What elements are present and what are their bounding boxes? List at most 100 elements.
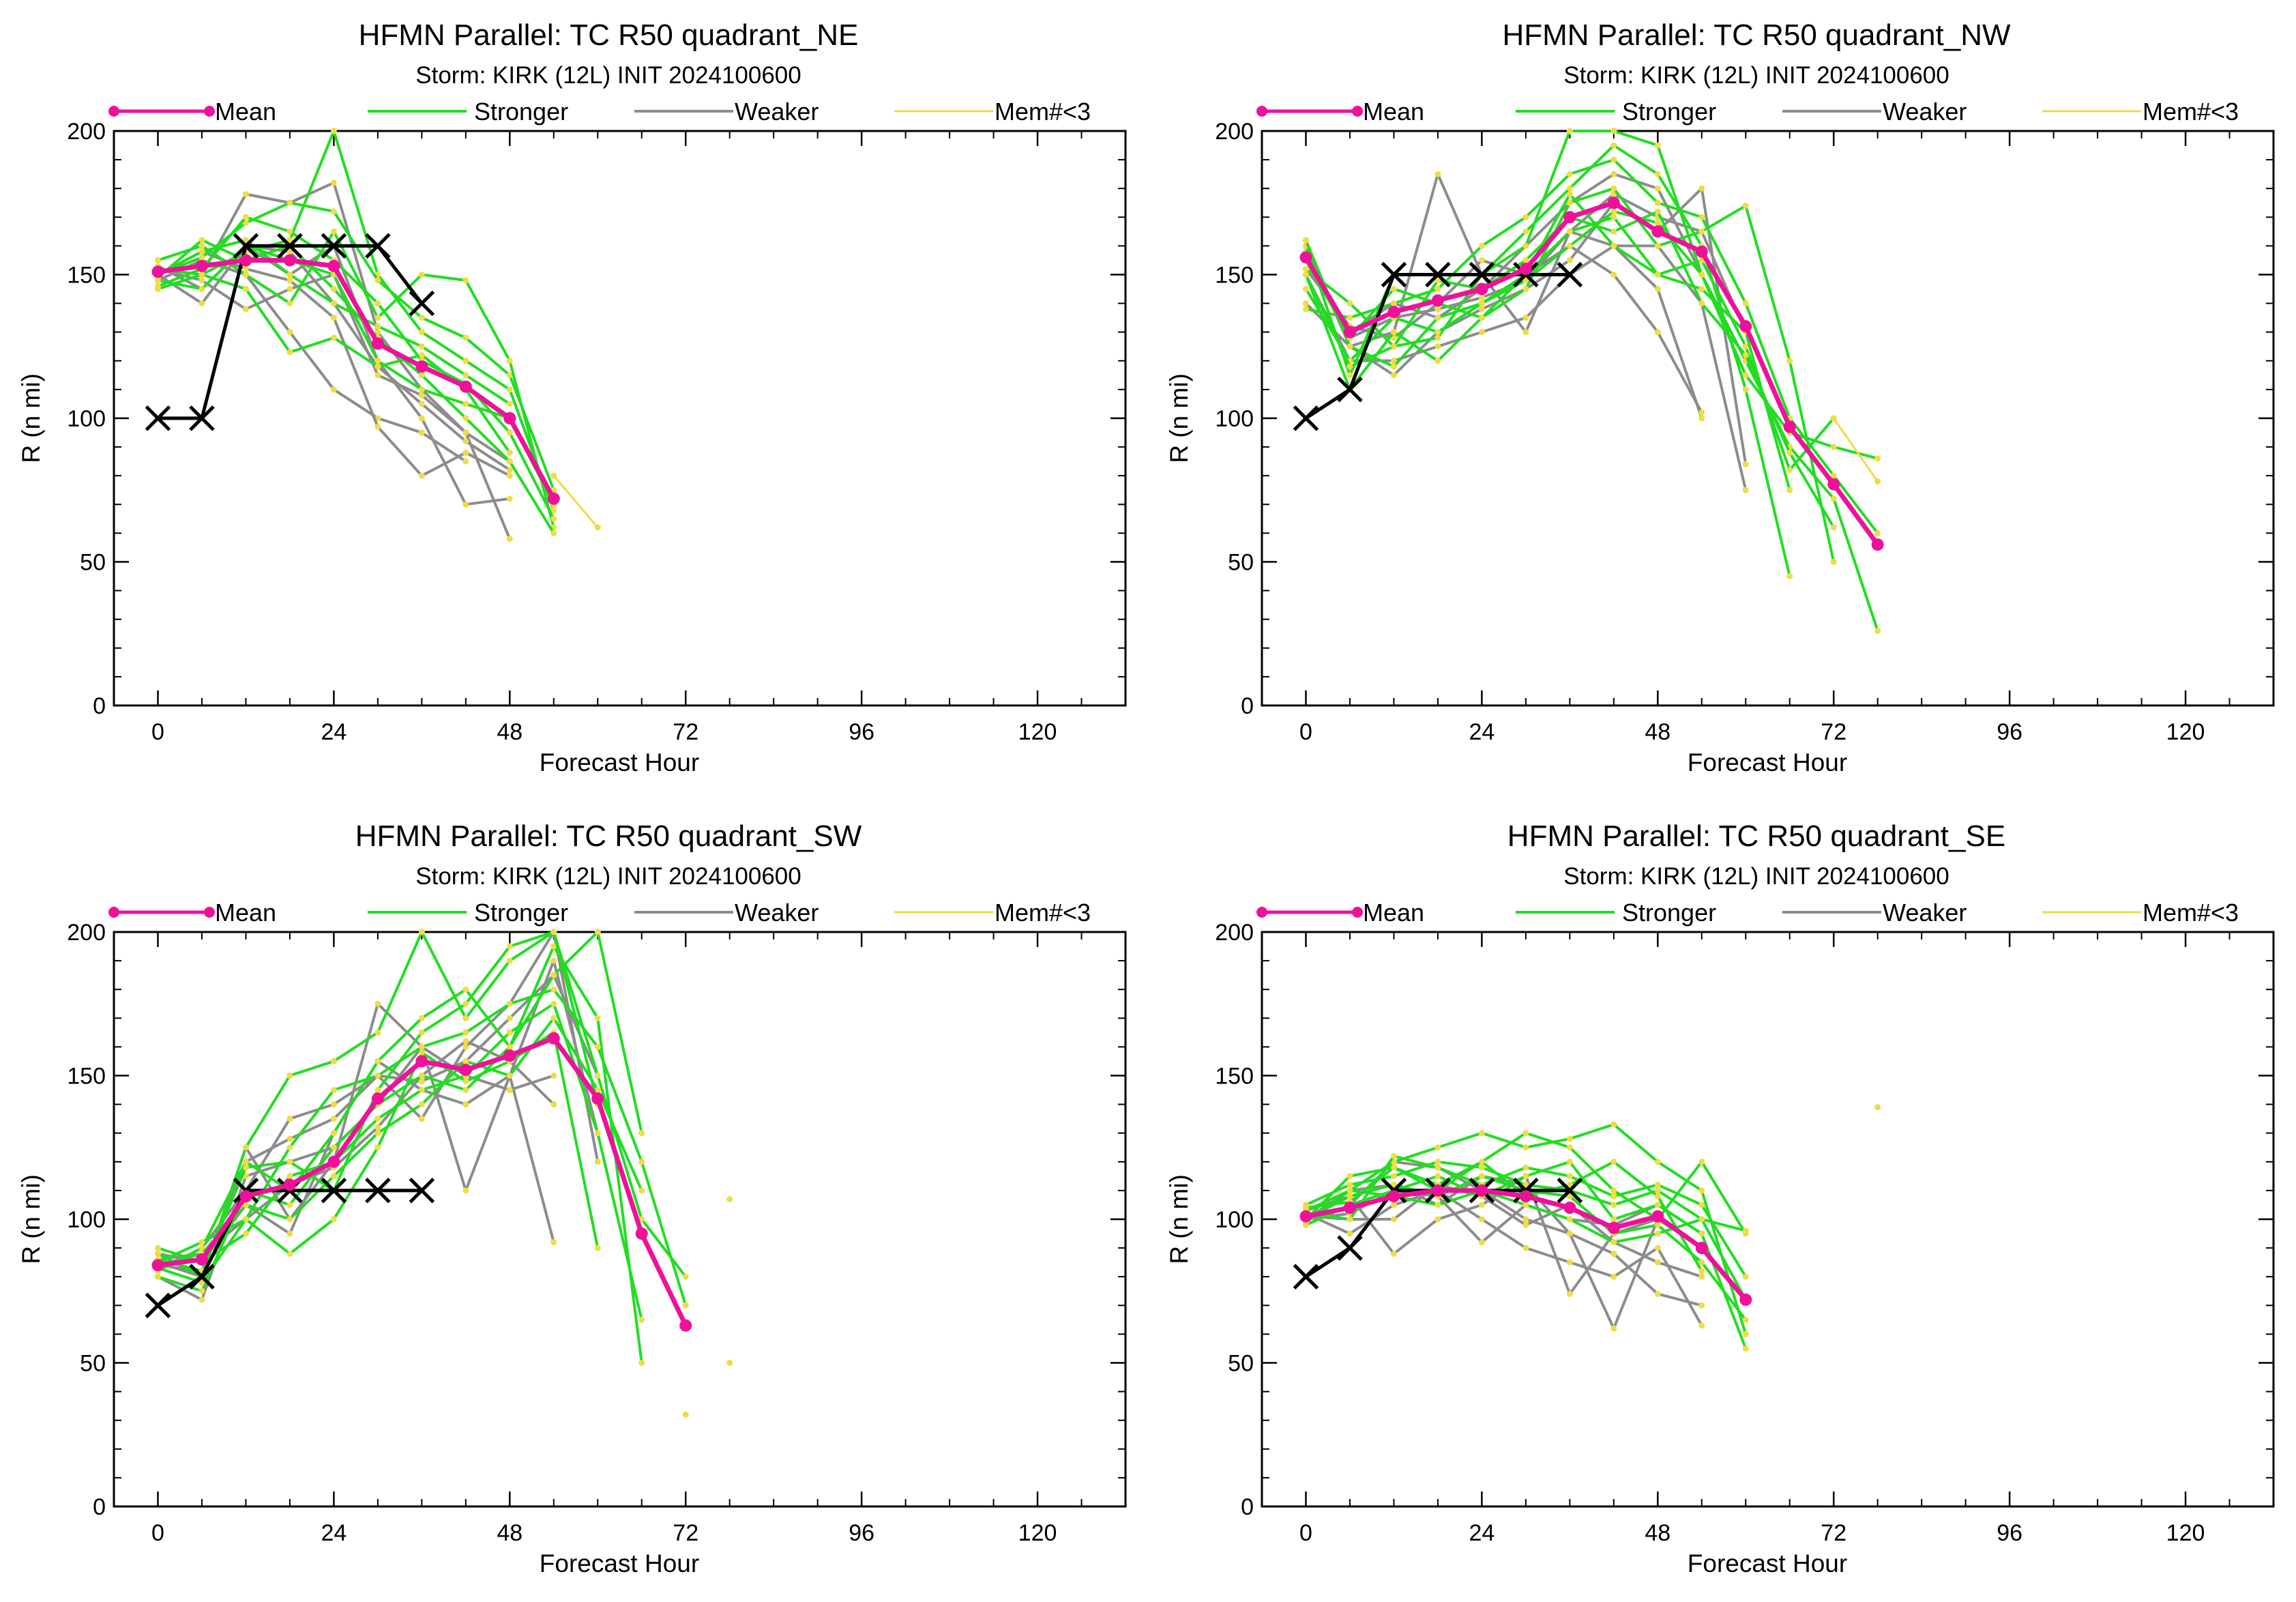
x-axis-label: Forecast Hour	[540, 1549, 699, 1577]
best-track-marker	[189, 405, 215, 431]
weaker-point	[506, 472, 513, 479]
stronger-point	[1522, 1202, 1529, 1208]
mean-point	[1739, 1293, 1752, 1306]
stronger-point	[242, 1202, 249, 1208]
weaker-member-5	[1302, 242, 1705, 416]
y-axis-label: R (n mi)	[17, 373, 45, 463]
stronger-point	[462, 358, 469, 364]
stronger-point	[1346, 315, 1353, 321]
x-tick-label: 120	[2166, 1520, 2205, 1546]
mean-point	[1299, 1210, 1312, 1223]
stronger-point	[638, 1216, 645, 1223]
stronger-point	[1610, 1239, 1617, 1246]
stronger-point	[374, 323, 381, 330]
stronger-point	[286, 1216, 293, 1223]
stronger-point	[374, 315, 381, 321]
stronger-point	[1434, 1173, 1441, 1180]
weaker-point	[1610, 171, 1617, 177]
plot-frame	[113, 130, 1127, 707]
best-track-marker	[1557, 261, 1583, 288]
stronger-point	[1434, 358, 1441, 364]
y-tick-label: 0	[1241, 693, 1254, 719]
stronger-point	[462, 1015, 469, 1021]
stronger-point	[1478, 1164, 1485, 1171]
stronger-point	[506, 1073, 513, 1079]
stronger-line	[157, 1002, 643, 1320]
stronger-point	[1522, 228, 1529, 235]
best-track-marker-stroke-b	[365, 1178, 391, 1204]
plot-area	[1293, 1104, 1881, 1352]
legend-item-weaker: Weaker	[634, 98, 819, 126]
x-axis: 0 24 48 72 96 120 Forecast Hour	[151, 131, 1083, 776]
stronger-point	[506, 400, 513, 407]
legend-item-weaker: Weaker	[634, 899, 819, 927]
mean-point	[503, 1049, 516, 1062]
stronger-point	[374, 1116, 381, 1122]
x-tick-label: 96	[1997, 719, 2022, 745]
few-members-point	[1830, 415, 1837, 422]
stronger-point	[330, 286, 337, 293]
weaker-point	[1698, 1273, 1705, 1280]
stronger-point	[1478, 1173, 1485, 1180]
stronger-point	[286, 300, 293, 307]
stronger-point	[462, 986, 469, 993]
mean-point	[195, 1253, 208, 1266]
stronger-point	[1654, 1181, 1661, 1188]
weaker-point	[506, 536, 513, 542]
weaker-point	[1654, 1259, 1661, 1266]
weaker-point	[462, 450, 469, 456]
stronger-point	[1654, 208, 1661, 215]
weaker-point	[1698, 409, 1705, 416]
weaker-point	[1698, 415, 1705, 422]
best-track-marker-stroke-b	[1469, 261, 1495, 288]
stronger-point	[1302, 286, 1309, 293]
x-tick-label: 0	[151, 719, 164, 745]
y-tick-label: 50	[80, 550, 106, 576]
few-members-member-1	[726, 1196, 733, 1203]
stronger-point	[1566, 1193, 1573, 1199]
stronger-member-4	[1302, 1159, 1749, 1303]
stronger-point	[286, 228, 293, 235]
stronger-point	[1522, 1181, 1529, 1188]
stronger-point	[1654, 1202, 1661, 1208]
best-track-marker	[1381, 261, 1407, 288]
best-track-marker-stroke-b	[1293, 1264, 1319, 1290]
weaker-point	[550, 957, 557, 964]
stronger-line	[157, 1017, 643, 1267]
stronger-point	[506, 386, 513, 393]
stronger-point	[1698, 214, 1705, 220]
mean-point	[1431, 294, 1444, 307]
stronger-point	[1390, 329, 1397, 336]
stronger-line	[157, 988, 688, 1306]
legend-item-few-members: Mem#<3	[2042, 899, 2239, 927]
mean-point	[327, 259, 340, 272]
legend-item-few-members: Mem#<3	[2042, 98, 2239, 126]
stronger-point	[1742, 202, 1749, 209]
legend-item-mean: Mean	[108, 98, 276, 126]
stronger-point	[418, 351, 425, 358]
stronger-point	[1786, 450, 1793, 456]
best-track-marker-stroke-b	[1337, 377, 1363, 403]
stronger-point	[1434, 334, 1441, 341]
x-tick-label: 72	[673, 1520, 698, 1546]
stronger-point	[242, 272, 249, 278]
mean-point	[151, 1259, 164, 1272]
best-track-marker	[409, 1178, 435, 1204]
y-tick-label: 100	[1215, 406, 1254, 432]
stronger-point	[1522, 242, 1529, 249]
stronger-point	[1522, 277, 1529, 284]
stronger-point	[1302, 265, 1309, 272]
weaker-point	[374, 1124, 381, 1131]
stronger-point	[330, 1144, 337, 1151]
weaker-point	[242, 306, 249, 312]
stronger-point	[506, 1000, 513, 1007]
stronger-point	[506, 372, 513, 379]
stronger-point	[1610, 214, 1617, 220]
stronger-point	[1434, 315, 1441, 321]
best-track-marker-stroke-b	[277, 233, 303, 259]
weaker-point	[462, 458, 469, 465]
mean-point	[1343, 1202, 1356, 1214]
stronger-point	[506, 1043, 513, 1050]
mean-point	[1739, 320, 1752, 333]
x-axis-label: Forecast Hour	[1688, 1549, 1847, 1577]
